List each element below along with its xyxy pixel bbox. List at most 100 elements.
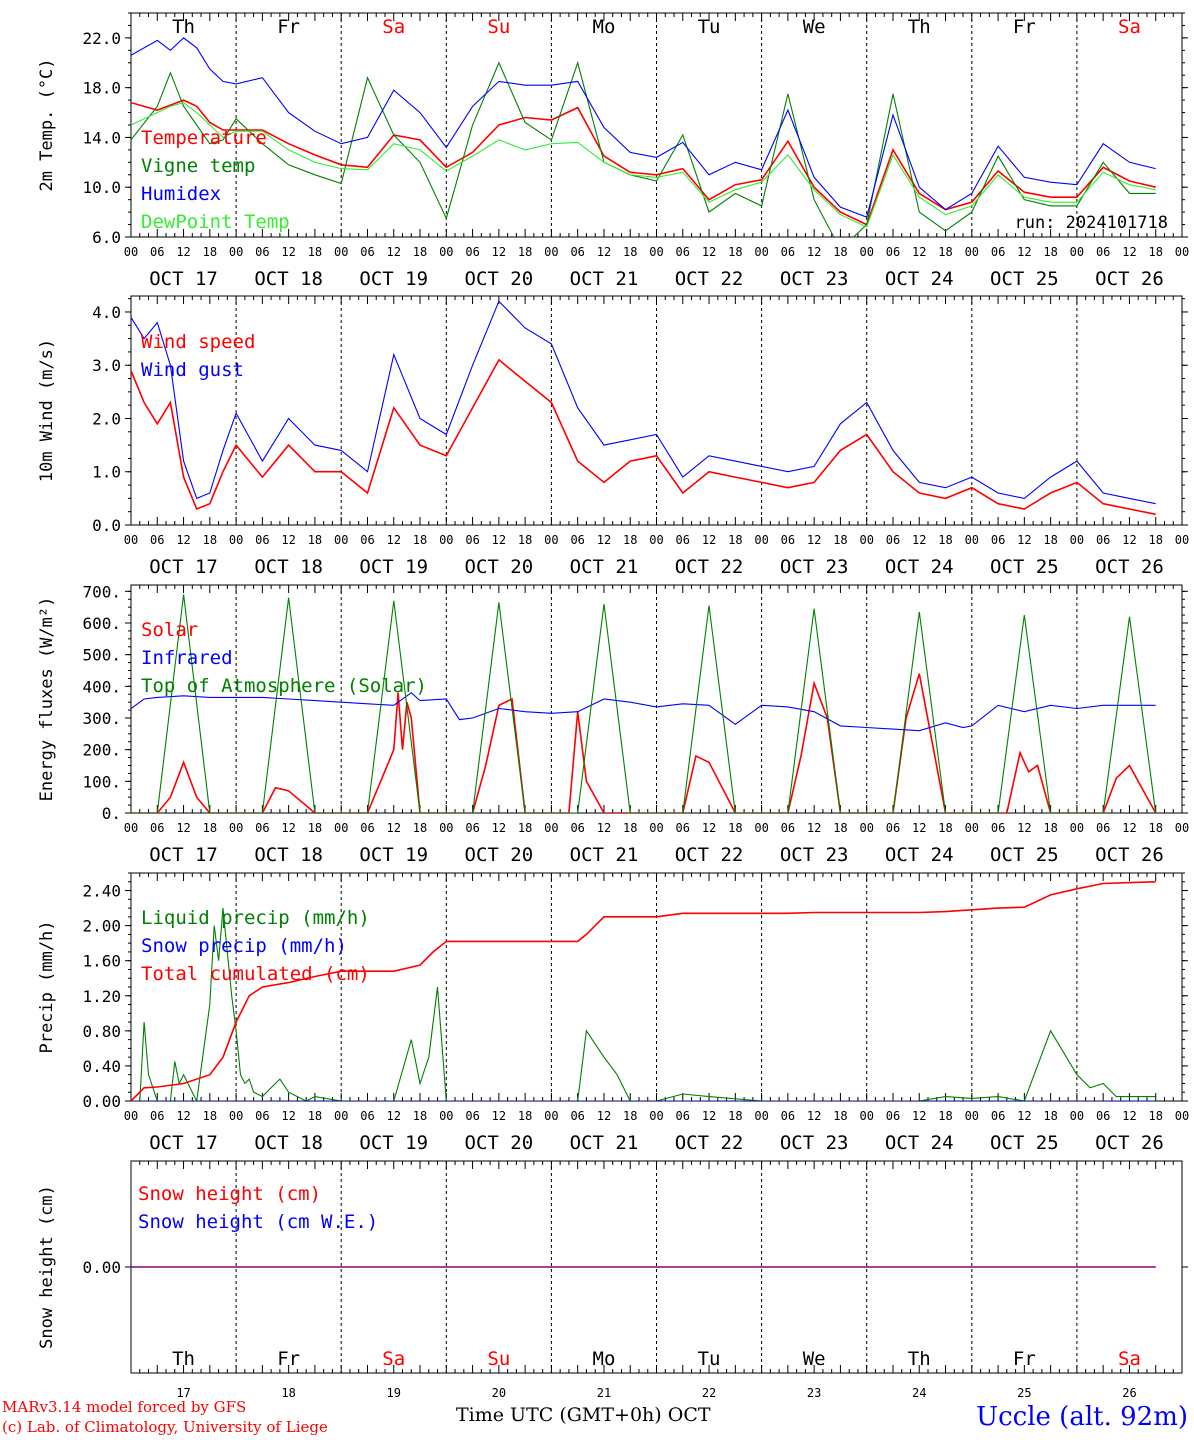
hour-tick-label: 12 bbox=[387, 1109, 401, 1123]
hour-tick-label: 18 bbox=[1043, 245, 1057, 259]
hour-tick-label: 12 bbox=[912, 1109, 926, 1123]
day-number-label: 17 bbox=[176, 1386, 190, 1400]
y-tick-label: 1.60 bbox=[82, 952, 121, 971]
weekday-label: Sa bbox=[382, 16, 405, 38]
hour-tick-label: 06 bbox=[781, 245, 795, 259]
date-label: OCT 18 bbox=[254, 268, 323, 290]
hour-tick-label: 00 bbox=[229, 1109, 243, 1123]
hour-tick-label: 06 bbox=[991, 533, 1005, 547]
day-number-label: 23 bbox=[807, 1386, 821, 1400]
hour-tick-label: 00 bbox=[334, 533, 348, 547]
date-label: OCT 21 bbox=[570, 556, 639, 578]
x-axis-label: Time UTC (GMT+0h) bbox=[456, 1404, 662, 1426]
date-label: OCT 23 bbox=[780, 844, 849, 866]
legend-entry: Wind speed bbox=[141, 331, 255, 353]
y-tick-label: 200. bbox=[82, 741, 121, 760]
hour-tick-label: 06 bbox=[570, 1109, 584, 1123]
hour-tick-label: 12 bbox=[492, 245, 506, 259]
weekday-label: Tu bbox=[698, 1348, 721, 1370]
date-label: OCT 22 bbox=[675, 556, 744, 578]
hour-tick-label: 00 bbox=[1175, 821, 1189, 835]
hour-tick-label: 18 bbox=[833, 245, 847, 259]
weekday-label: We bbox=[803, 1348, 826, 1370]
hour-tick-label: 18 bbox=[1148, 533, 1162, 547]
date-label: OCT 19 bbox=[359, 1132, 428, 1154]
hour-tick-label: 06 bbox=[465, 533, 479, 547]
hour-tick-label: 00 bbox=[439, 245, 453, 259]
legend-entry: DewPoint Temp bbox=[141, 211, 290, 233]
y-tick-label: 1.0 bbox=[92, 463, 121, 482]
date-label: OCT 21 bbox=[570, 1132, 639, 1154]
hour-tick-label: 18 bbox=[1043, 533, 1057, 547]
hour-tick-label: 18 bbox=[623, 533, 637, 547]
date-label: OCT 20 bbox=[465, 268, 534, 290]
legend-entry: Infrared bbox=[141, 647, 233, 669]
hour-tick-label: 12 bbox=[281, 245, 295, 259]
date-label: OCT 25 bbox=[990, 1132, 1059, 1154]
hour-tick-label: 18 bbox=[728, 821, 742, 835]
hour-tick-label: 00 bbox=[334, 1109, 348, 1123]
date-label: OCT 18 bbox=[254, 1132, 323, 1154]
hour-tick-label: 06 bbox=[255, 245, 269, 259]
day-number-label: 18 bbox=[281, 1386, 295, 1400]
weekday-label: We bbox=[803, 16, 826, 38]
date-label: OCT 17 bbox=[149, 268, 218, 290]
hour-tick-label: 12 bbox=[912, 245, 926, 259]
hour-tick-label: 00 bbox=[1070, 533, 1084, 547]
weekday-label: Mo bbox=[593, 1348, 616, 1370]
y-tick-label: 0. bbox=[102, 804, 121, 823]
date-label: OCT 25 bbox=[990, 844, 1059, 866]
hour-tick-label: 00 bbox=[965, 533, 979, 547]
date-label: OCT 21 bbox=[570, 268, 639, 290]
hour-tick-label: 06 bbox=[360, 533, 374, 547]
date-label: OCT 19 bbox=[359, 268, 428, 290]
weekday-label: Fr bbox=[277, 1348, 300, 1370]
hour-tick-label: 12 bbox=[597, 1109, 611, 1123]
hour-tick-label: 18 bbox=[518, 821, 532, 835]
hour-tick-label: 00 bbox=[754, 821, 768, 835]
hour-tick-label: 12 bbox=[597, 245, 611, 259]
hour-tick-label: 06 bbox=[255, 1109, 269, 1123]
series-line-liquid-precip-mm-h- bbox=[131, 908, 1156, 1101]
hour-tick-label: 06 bbox=[360, 821, 374, 835]
hour-tick-label: 06 bbox=[150, 533, 164, 547]
hour-tick-label: 00 bbox=[124, 821, 138, 835]
hour-tick-label: 12 bbox=[1122, 245, 1136, 259]
day-number-label: 21 bbox=[597, 1386, 611, 1400]
run-annotation: run: 2024101718 bbox=[1014, 213, 1168, 233]
legend-entry: Liquid precip (mm/h) bbox=[141, 907, 370, 929]
hour-tick-label: 06 bbox=[255, 821, 269, 835]
date-label: OCT 26 bbox=[1095, 844, 1164, 866]
y-tick-label: 18.0 bbox=[82, 79, 121, 98]
x-axis-month: OCT bbox=[667, 1404, 711, 1426]
hour-tick-label: 18 bbox=[413, 1109, 427, 1123]
weekday-label: Fr bbox=[277, 16, 300, 38]
hour-tick-label: 18 bbox=[518, 533, 532, 547]
hour-tick-label: 06 bbox=[781, 533, 795, 547]
series-line-top-of-atmosphere-solar- bbox=[131, 594, 1157, 813]
hour-tick-label: 00 bbox=[544, 245, 558, 259]
date-label: OCT 20 bbox=[465, 556, 534, 578]
legend-entry: Snow precip (mm/h) bbox=[141, 935, 347, 957]
series-line-wind-speed bbox=[131, 358, 1156, 516]
hour-tick-label: 06 bbox=[150, 1109, 164, 1123]
legend-entry: Humidex bbox=[141, 183, 221, 205]
hour-tick-label: 12 bbox=[912, 533, 926, 547]
y-tick-label: 100. bbox=[82, 772, 121, 791]
hour-tick-label: 06 bbox=[1096, 245, 1110, 259]
hour-tick-label: 00 bbox=[124, 533, 138, 547]
date-label: OCT 17 bbox=[149, 556, 218, 578]
model-credit: MARv3.14 model forced by GFS bbox=[2, 1398, 247, 1416]
hour-tick-label: 18 bbox=[1148, 821, 1162, 835]
hour-tick-label: 00 bbox=[439, 533, 453, 547]
hour-tick-label: 00 bbox=[124, 1109, 138, 1123]
hour-tick-label: 06 bbox=[781, 821, 795, 835]
hour-tick-label: 06 bbox=[676, 245, 690, 259]
weekday-label: Sa bbox=[382, 1348, 405, 1370]
hour-tick-label: 18 bbox=[728, 245, 742, 259]
y-tick-label: 0.40 bbox=[82, 1057, 121, 1076]
hour-tick-label: 00 bbox=[544, 533, 558, 547]
hour-tick-label: 06 bbox=[570, 821, 584, 835]
hour-tick-label: 12 bbox=[1017, 1109, 1031, 1123]
hour-tick-label: 18 bbox=[203, 821, 217, 835]
